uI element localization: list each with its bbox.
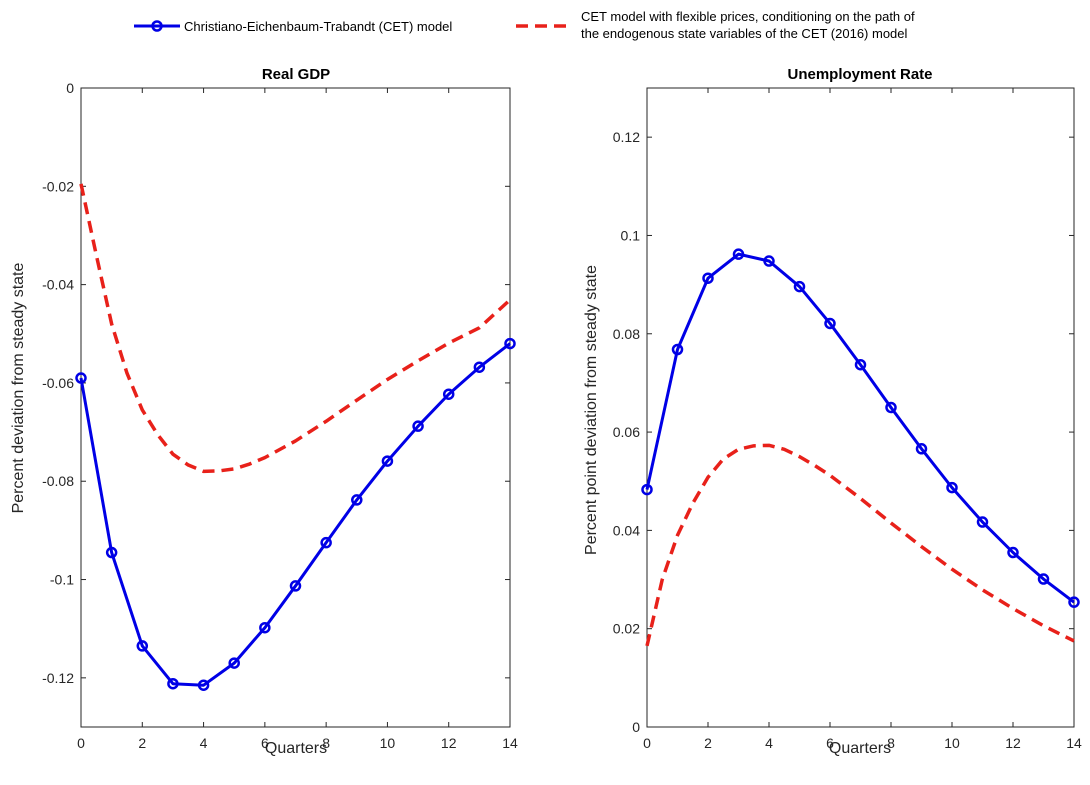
legend-red-label-line2: the endogenous state variables of the CE… [581, 26, 908, 41]
x-tick-label: 14 [502, 735, 518, 751]
panel-text-group: Unemployment Rate Quarters Percent point… [583, 66, 933, 757]
data-point-unemployment-rate [946, 481, 958, 494]
legend: Christiano-Eichenbaum-Trabandt (CET) mod… [134, 9, 915, 41]
x-axis-label-real-gdp: Quarters [265, 740, 327, 757]
dashed-series-line-unemployment-rate [645, 443, 1075, 647]
y-axis-label-unemployment-rate: Percent point deviation from steady stat… [583, 265, 600, 555]
panel-text-group: Real GDP Quarters Percent deviation from… [10, 66, 330, 757]
y-tick-label: 0 [632, 719, 640, 735]
data-point-unemployment-rate [885, 401, 897, 414]
data-point-real-gdp [504, 337, 516, 350]
data-point-real-gdp [105, 546, 118, 559]
x-tick-label: 0 [77, 735, 85, 751]
x-tick-label: 14 [1066, 735, 1082, 751]
chart-title-real-gdp: Real GDP [262, 66, 330, 83]
y-axis-label-real-gdp: Percent deviation from steady state [10, 263, 27, 514]
y-tick-label: 0.08 [613, 326, 640, 342]
data-point-real-gdp [351, 494, 363, 506]
data-point-real-gdp [75, 372, 87, 384]
data-point-real-gdp [381, 455, 394, 467]
y-tick-label: -0.02 [42, 178, 74, 194]
x-tick-label: 12 [441, 735, 457, 751]
data-point-unemployment-rate [793, 280, 806, 293]
x-tick-label: 4 [200, 735, 208, 751]
data-point-real-gdp [473, 361, 486, 373]
x-tick-label: 2 [138, 735, 146, 751]
panel-series-group [75, 183, 516, 691]
data-point-unemployment-rate [976, 516, 989, 528]
data-point-real-gdp [197, 679, 210, 691]
y-tick-label: -0.04 [42, 277, 74, 293]
y-tick-label: 0.12 [613, 129, 640, 145]
data-point-unemployment-rate [1037, 573, 1050, 585]
y-tick-label: 0.06 [613, 424, 640, 440]
y-tick-label: -0.06 [42, 375, 74, 391]
plot-frame-unemployment-rate [646, 87, 1075, 728]
x-tick-label: 10 [944, 735, 960, 751]
data-point-unemployment-rate [702, 272, 714, 284]
data-point-real-gdp [167, 677, 179, 690]
panel-series-group [641, 248, 1080, 647]
solid-series-line-unemployment-rate [645, 252, 1075, 604]
data-point-real-gdp [228, 657, 240, 669]
data-point-real-gdp [259, 621, 271, 634]
data-point-unemployment-rate [915, 443, 928, 455]
y-tick-label: -0.1 [50, 572, 74, 588]
y-tick-label: 0 [66, 80, 74, 96]
data-point-unemployment-rate [671, 343, 684, 356]
x-tick-label: 8 [322, 735, 330, 751]
data-point-unemployment-rate [641, 483, 653, 496]
x-axis-label-unemployment-rate: Quarters [829, 740, 891, 757]
x-tick-label: 6 [261, 735, 269, 751]
panel-unemployment-rate: 0 0.02 0.04 0.06 0.08 0.1 0.12 0 2 4 6 8 10 12 14 Unem… [583, 66, 1082, 757]
data-point-unemployment-rate [824, 317, 836, 330]
data-point-real-gdp [136, 640, 149, 652]
x-tick-label: 6 [826, 735, 834, 751]
data-point-real-gdp [412, 420, 424, 432]
x-tick-label: 2 [704, 735, 712, 751]
legend-blue-label: Christiano-Eichenbaum-Trabandt (CET) mod… [184, 19, 452, 34]
data-point-real-gdp [289, 580, 302, 592]
plot-frame-real-gdp [80, 87, 511, 728]
panel-real-gdp: 0 -0.02 -0.04 -0.06 -0.08 -0.1 -0.12 0 2 4 6 8 10 12 1… [10, 66, 518, 757]
panel-axes-group: 0 -0.02 -0.04 -0.06 -0.08 -0.1 -0.12 0 2 4 6 8 10 12 1… [42, 80, 518, 751]
y-tick-label: 0.04 [613, 522, 640, 538]
data-point-real-gdp [442, 388, 455, 400]
x-tick-label: 12 [1005, 735, 1021, 751]
data-point-unemployment-rate [1007, 546, 1019, 559]
data-point-unemployment-rate [732, 248, 745, 260]
legend-red-label-line1: CET model with flexible prices, conditio… [581, 9, 915, 24]
y-tick-label: -0.12 [42, 670, 74, 686]
x-tick-label: 4 [765, 735, 773, 751]
data-point-unemployment-rate [763, 255, 775, 267]
legend-blue-marker-sample [151, 20, 163, 32]
x-tick-label: 8 [887, 735, 895, 751]
y-tick-label: 0.1 [621, 227, 641, 243]
dashed-series-line-real-gdp [79, 183, 512, 474]
y-tick-label: -0.08 [42, 473, 74, 489]
data-point-unemployment-rate [854, 358, 867, 371]
data-point-real-gdp [320, 536, 332, 549]
y-tick-label: 0.02 [613, 621, 640, 637]
panel-axes-group: 0 0.02 0.04 0.06 0.08 0.1 0.12 0 2 4 6 8 10 12 14 [613, 87, 1082, 751]
chart-title-unemployment-rate: Unemployment Rate [787, 66, 932, 83]
x-tick-label: 0 [643, 735, 651, 751]
x-tick-label: 10 [380, 735, 396, 751]
data-point-unemployment-rate [1068, 596, 1080, 608]
solid-series-line-real-gdp [79, 342, 511, 687]
